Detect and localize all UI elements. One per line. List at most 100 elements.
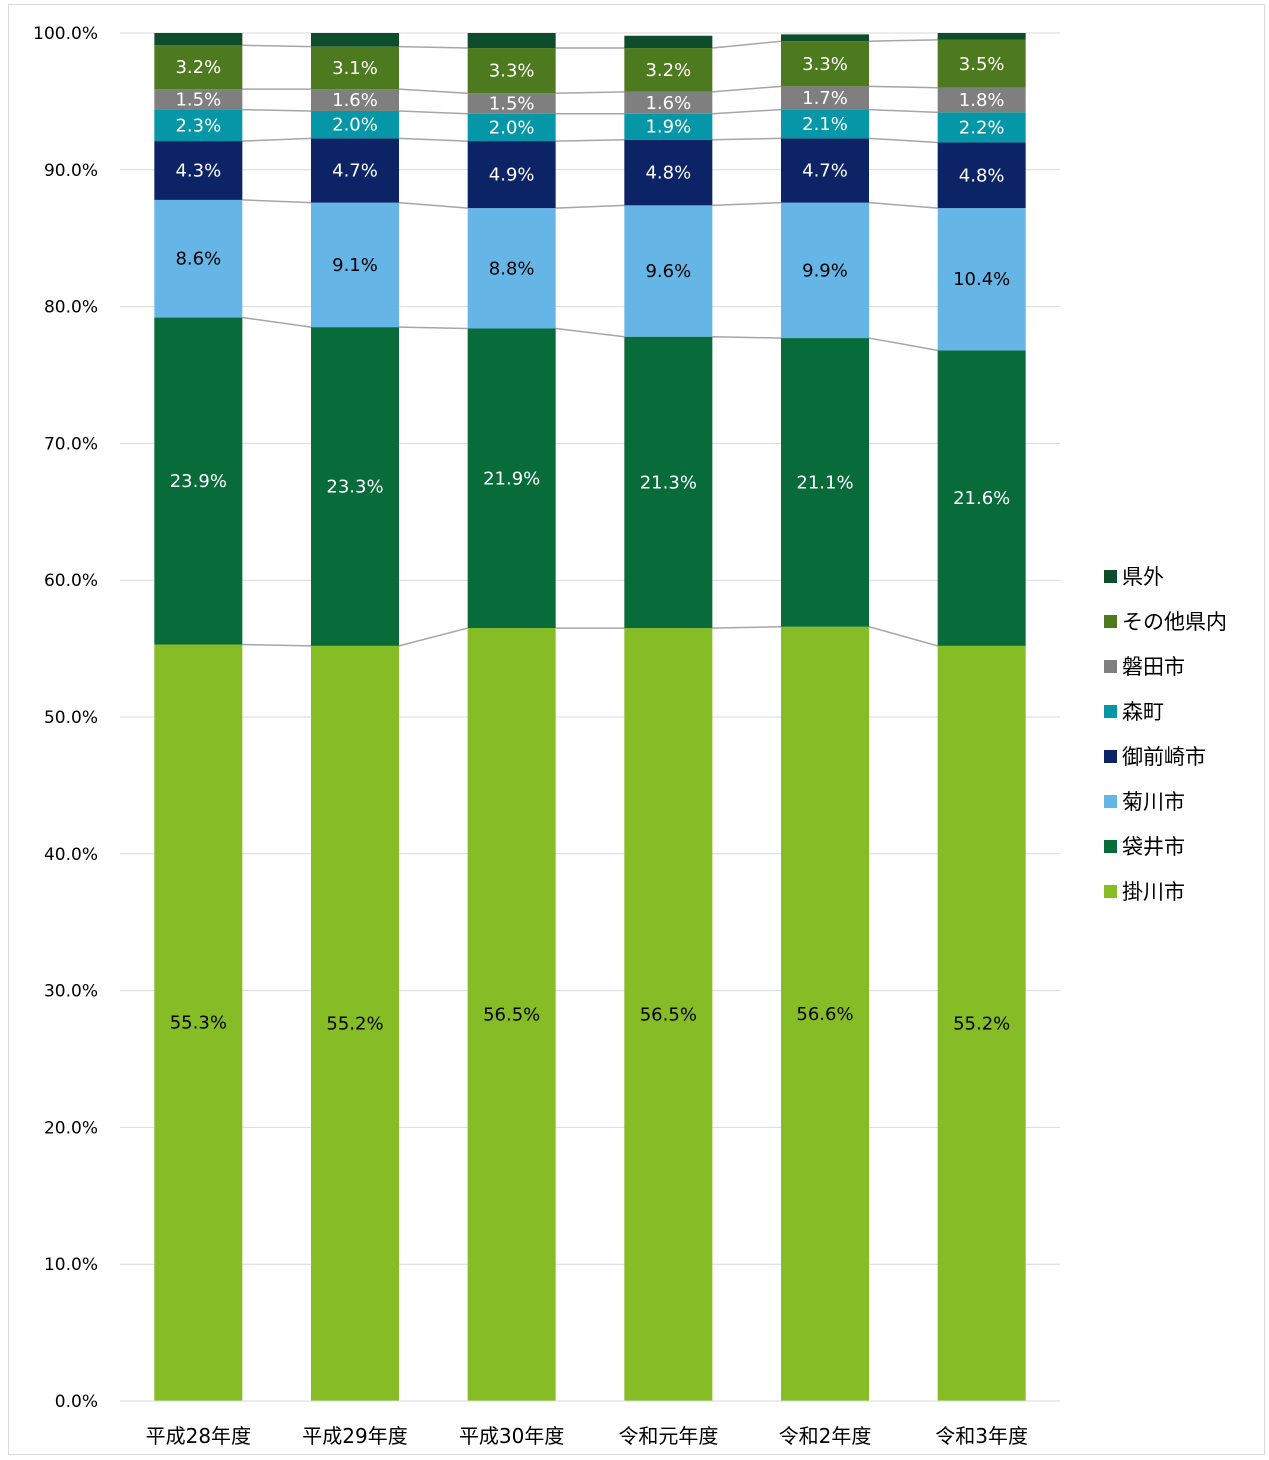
x-tick-label: 平成30年度 [459,1424,564,1448]
bar-segment [781,86,869,110]
bar-segment [311,202,399,328]
data-label: 4.9% [489,165,535,186]
data-label: 2.0% [489,117,535,138]
x-tick-label: 平成29年度 [302,1424,407,1448]
series-line [242,108,312,112]
legend-swatch [1104,885,1117,898]
bar-segment [781,41,869,87]
bar-segment [467,208,556,329]
data-label: 1.5% [489,93,535,114]
series-line [712,201,782,207]
bar-segment [467,113,556,142]
x-tick-label: 平成28年度 [146,1424,251,1448]
data-labels: 55.3% 55.2% 56.5% 56.5% 56.6% 55.2% 23.9% 23.3%… [170,54,1011,1035]
bar-segment [624,336,713,629]
bar-segment [154,109,243,142]
data-label: 4.7% [802,160,848,181]
series-line [398,627,468,647]
data-label: 2.0% [332,115,378,136]
y-tick-label: 70.0% [44,434,98,454]
bar-segment [311,89,399,111]
data-label: 9.1% [332,255,378,276]
bar-segment [937,350,1026,646]
data-label: 4.8% [959,165,1005,186]
data-label: 4.7% [332,160,378,181]
legend-label: 森町 [1122,700,1164,724]
bar-segment [624,139,713,206]
series-line [555,327,625,338]
y-tick-label: 30.0% [44,982,98,1002]
bar-segment [624,91,713,114]
legend-label: 御前崎市 [1122,745,1206,769]
x-tick-label: 令和2年度 [779,1424,872,1448]
data-label: 4.3% [175,160,221,181]
bar-segment [937,208,1026,351]
bar-segment [624,35,713,49]
y-tick-label: 0.0% [55,1392,98,1412]
y-tick-label: 80.0% [44,298,98,318]
bar-segment [624,628,713,1401]
data-label: 3.2% [175,57,221,78]
data-label: 1.6% [332,90,378,111]
series-line [868,108,938,114]
bar-segment [467,328,556,629]
bar-segment [781,34,869,42]
data-label: 21.3% [640,472,697,493]
bars [154,33,1026,1401]
bar-segment [781,202,869,339]
y-tick-label: 90.0% [44,161,98,181]
y-tick-label: 60.0% [44,571,98,591]
bar-segment [937,33,1026,40]
data-label: 21.6% [953,488,1010,509]
series-line [242,643,312,647]
data-label: 55.2% [326,1013,383,1034]
data-label: 23.3% [326,476,383,497]
bar-segment [624,113,713,140]
series-line [868,625,938,647]
legend-label: 掛川市 [1122,880,1185,904]
legend-label: 磐田市 [1122,655,1185,679]
bar-segment [311,46,399,90]
legend-label: 菊川市 [1122,790,1185,814]
series-line [868,85,938,89]
data-label: 23.9% [170,471,227,492]
series-line [868,137,938,144]
bar-segment [311,327,399,646]
y-tick-label: 50.0% [44,708,98,728]
data-label: 56.5% [483,1005,540,1026]
series-line [398,137,468,142]
series-connector-lines [242,39,938,647]
legend-swatch [1104,705,1117,718]
series-line [712,85,782,93]
bar-segment [154,89,243,110]
bar-segment [311,645,399,1401]
legend-label: 袋井市 [1122,835,1185,859]
series-line [712,137,782,141]
data-label: 2.1% [802,114,848,135]
series-line [398,201,468,209]
series-line [555,138,625,142]
data-label: 56.5% [640,1005,697,1026]
legend-swatch [1104,750,1117,763]
series-line [868,201,938,209]
bar-segment [781,626,869,1401]
y-tick-label: 40.0% [44,845,98,865]
data-label: 1.9% [645,117,691,138]
series-line [868,39,938,42]
data-label: 1.5% [175,89,221,110]
series-line [398,110,468,115]
series-line [712,108,782,115]
series-line [712,335,782,339]
data-label: 9.6% [645,261,691,282]
x-tick-label: 令和元年度 [618,1424,718,1448]
bar-segment [311,33,399,47]
bar-segment [467,48,556,94]
legend-label: その他県内 [1122,610,1227,634]
data-label: 56.6% [796,1004,853,1025]
bar-segment [467,628,556,1401]
data-label: 1.6% [645,93,691,114]
bar-segment [467,33,556,49]
series-line [242,137,312,142]
data-label: 2.2% [959,117,1005,138]
